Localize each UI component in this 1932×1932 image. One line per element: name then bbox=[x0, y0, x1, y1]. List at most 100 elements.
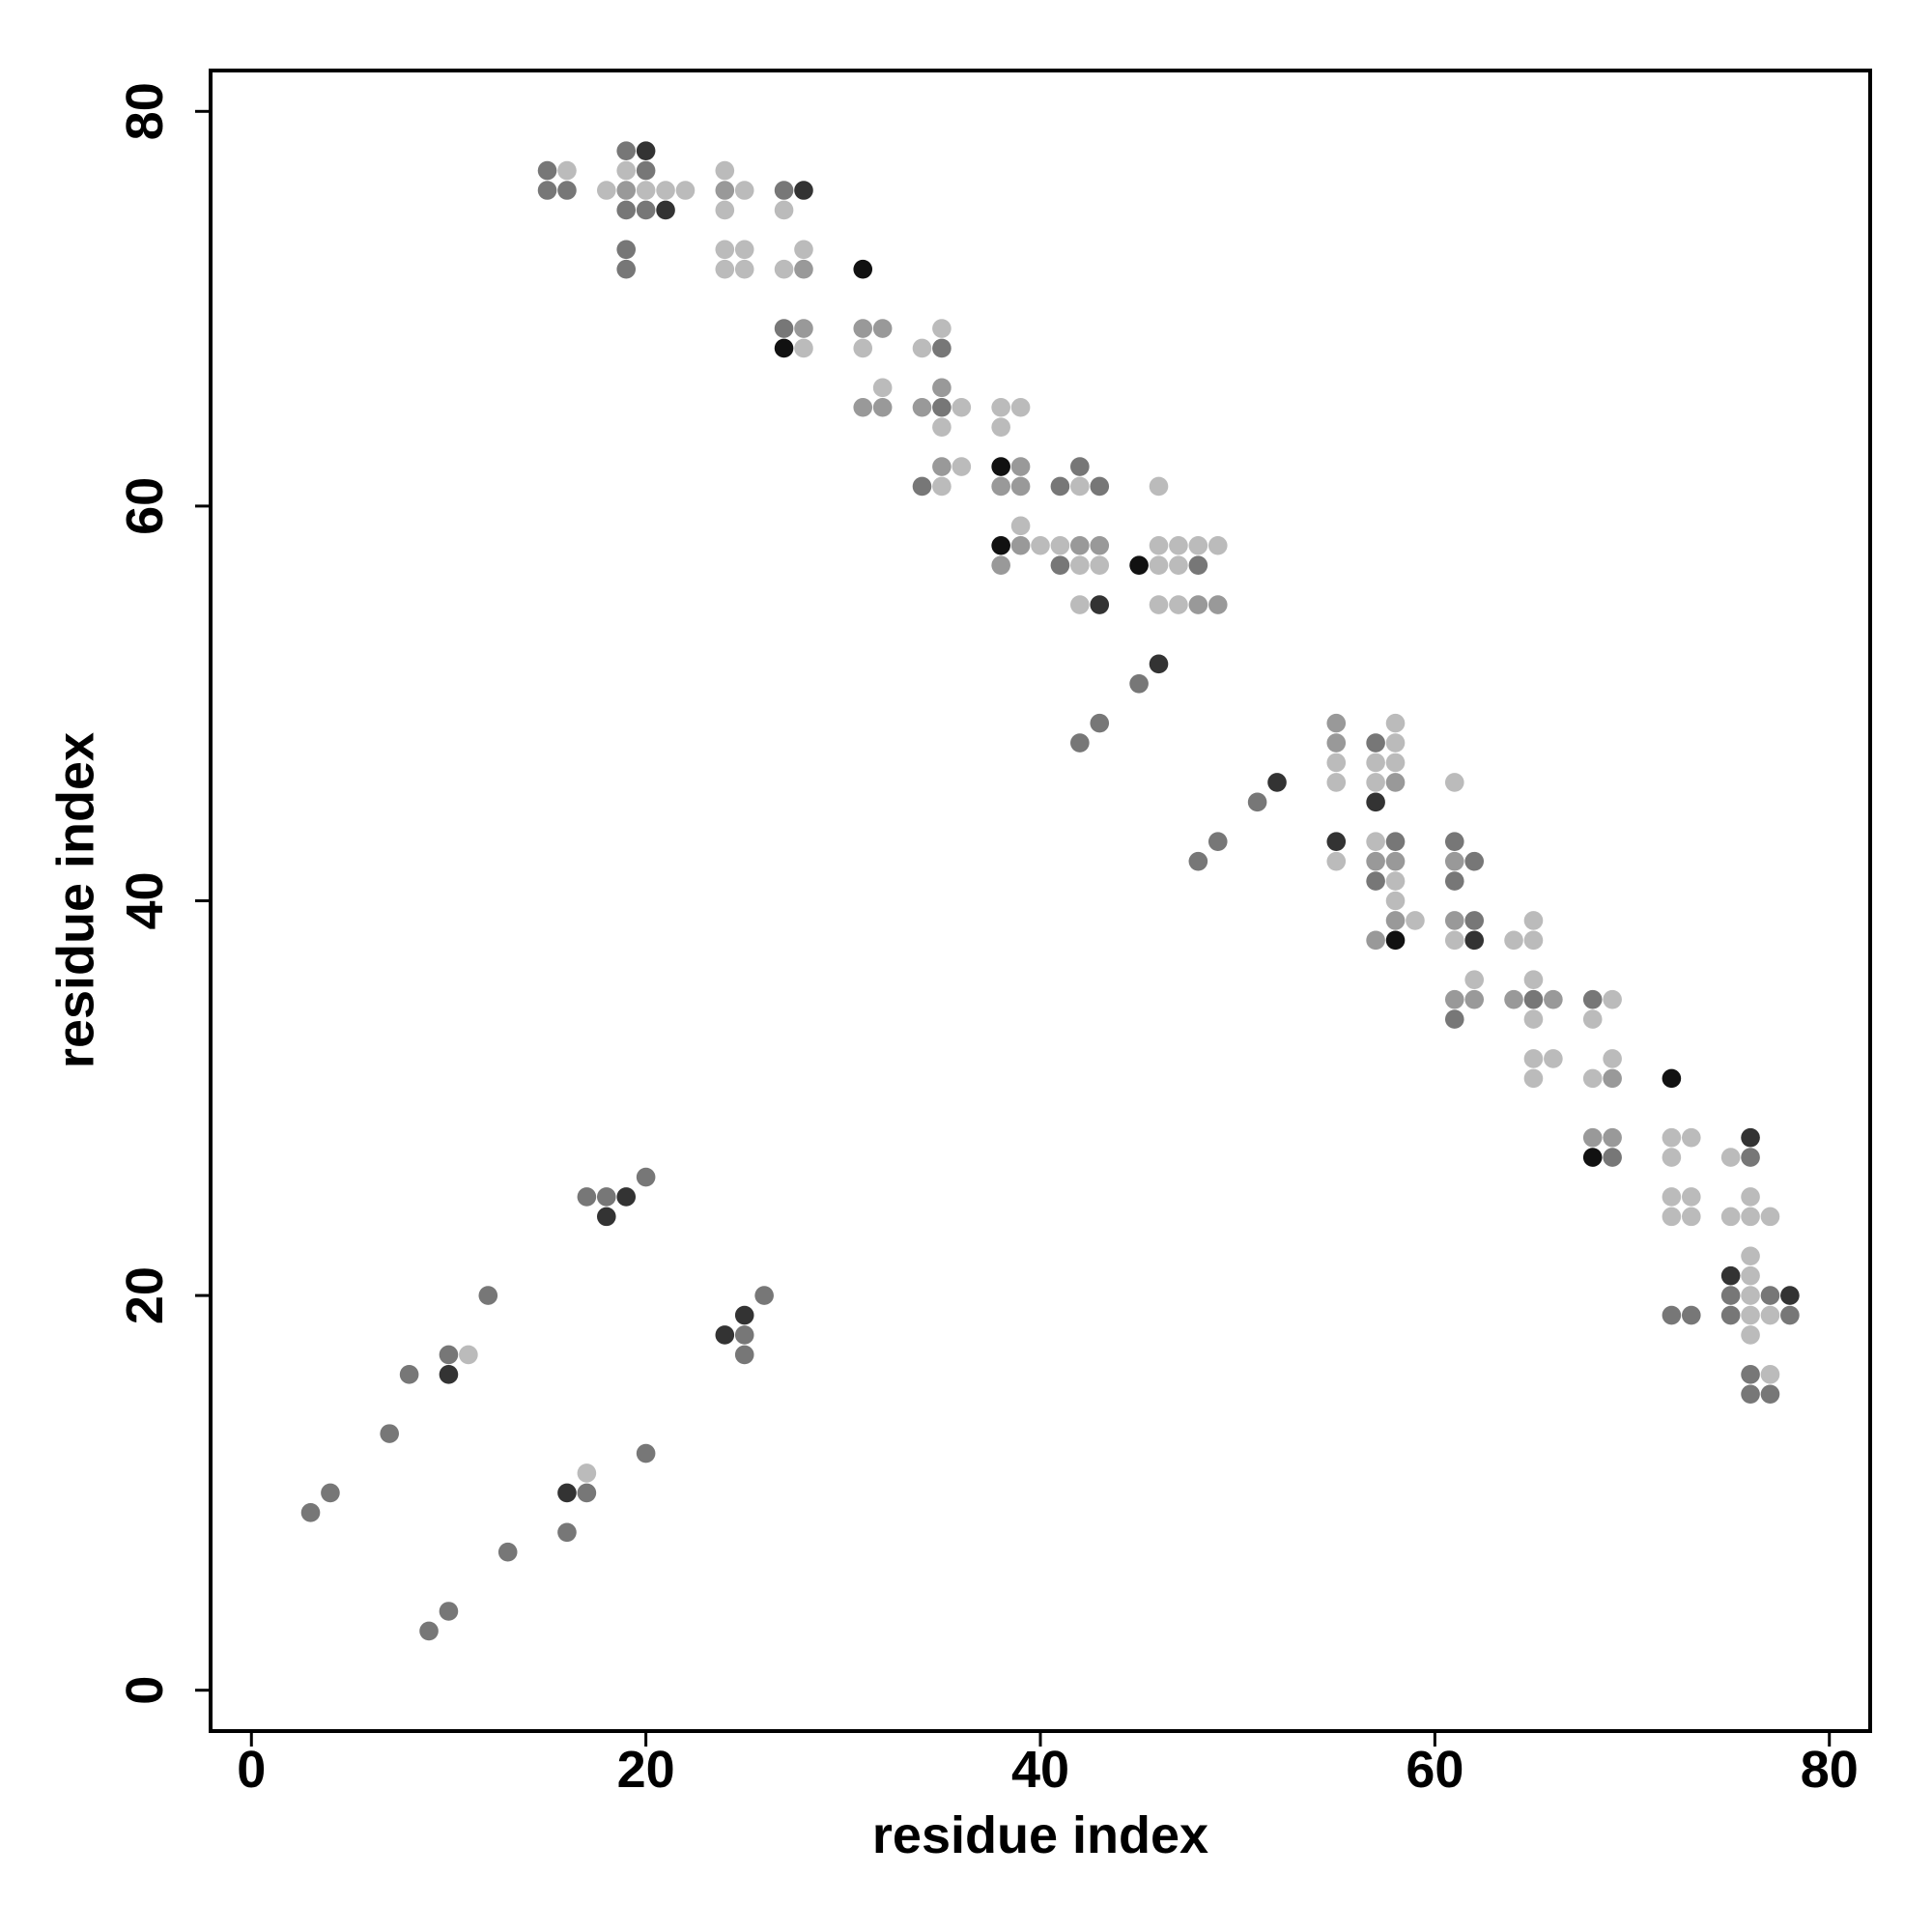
point bbox=[616, 181, 637, 200]
point bbox=[1070, 476, 1090, 497]
point bbox=[1741, 1246, 1760, 1266]
point bbox=[734, 240, 754, 260]
y-tick-label: 60 bbox=[116, 477, 174, 535]
point bbox=[1070, 733, 1090, 753]
point bbox=[872, 319, 893, 338]
point bbox=[1406, 911, 1425, 930]
point bbox=[1544, 1049, 1563, 1068]
point bbox=[1010, 397, 1031, 417]
point bbox=[1741, 1207, 1760, 1227]
point bbox=[715, 160, 735, 181]
point bbox=[1090, 476, 1110, 497]
point bbox=[853, 397, 873, 417]
point bbox=[1523, 1068, 1544, 1089]
point bbox=[991, 397, 1010, 417]
x-axis-label: residue index bbox=[872, 1806, 1208, 1864]
point bbox=[853, 259, 873, 279]
point bbox=[321, 1483, 340, 1503]
point bbox=[1188, 535, 1208, 555]
point bbox=[794, 181, 813, 200]
point bbox=[1366, 832, 1385, 852]
point bbox=[1208, 595, 1228, 614]
point bbox=[1385, 930, 1406, 951]
point bbox=[1366, 773, 1385, 792]
point bbox=[1149, 654, 1169, 674]
point bbox=[300, 1503, 321, 1522]
point bbox=[1444, 911, 1464, 930]
point bbox=[734, 181, 754, 200]
point bbox=[1444, 930, 1464, 951]
point bbox=[1385, 713, 1406, 733]
point bbox=[1523, 1049, 1544, 1068]
point bbox=[1188, 595, 1208, 614]
point bbox=[557, 1522, 577, 1543]
point bbox=[912, 397, 932, 417]
point bbox=[616, 1187, 637, 1207]
point bbox=[1523, 1009, 1544, 1029]
point bbox=[1188, 851, 1208, 871]
point bbox=[734, 1345, 754, 1365]
point bbox=[1662, 1187, 1682, 1207]
point bbox=[1247, 792, 1267, 812]
point bbox=[616, 141, 637, 160]
point bbox=[952, 457, 972, 476]
point bbox=[537, 160, 557, 181]
point bbox=[1010, 516, 1031, 536]
point bbox=[715, 200, 735, 220]
point bbox=[1444, 773, 1464, 792]
point bbox=[1741, 1148, 1760, 1167]
x-tick-label: 0 bbox=[237, 1741, 266, 1799]
point bbox=[1464, 970, 1485, 990]
point bbox=[1682, 1187, 1701, 1207]
point bbox=[1741, 1384, 1760, 1405]
point bbox=[1385, 773, 1406, 792]
point bbox=[1741, 1187, 1760, 1207]
point bbox=[497, 1542, 518, 1562]
point bbox=[872, 397, 893, 417]
point bbox=[991, 417, 1010, 437]
point bbox=[1326, 733, 1347, 753]
point bbox=[1603, 1049, 1622, 1068]
point bbox=[715, 1325, 735, 1345]
point bbox=[932, 319, 952, 338]
point bbox=[1208, 535, 1228, 555]
point bbox=[774, 319, 794, 338]
point bbox=[932, 476, 952, 497]
point bbox=[1720, 1148, 1741, 1167]
point bbox=[991, 457, 1010, 476]
point bbox=[1582, 1127, 1603, 1148]
point bbox=[439, 1345, 459, 1365]
point bbox=[715, 259, 735, 279]
point bbox=[1582, 1009, 1603, 1029]
point bbox=[1149, 476, 1169, 497]
point bbox=[1050, 535, 1070, 555]
point bbox=[794, 240, 813, 260]
point bbox=[636, 1167, 656, 1187]
point bbox=[1682, 1127, 1701, 1148]
point bbox=[912, 338, 932, 358]
point bbox=[577, 1483, 597, 1503]
point bbox=[439, 1365, 459, 1384]
point bbox=[596, 1187, 616, 1207]
point bbox=[1070, 457, 1090, 476]
point bbox=[794, 319, 813, 338]
point bbox=[596, 181, 616, 200]
x-tick-label: 20 bbox=[617, 1741, 675, 1799]
point bbox=[1464, 989, 1485, 1009]
point bbox=[596, 1207, 616, 1227]
point bbox=[1188, 555, 1208, 575]
point bbox=[1366, 733, 1385, 753]
point bbox=[636, 160, 656, 181]
point bbox=[656, 200, 675, 220]
point bbox=[1741, 1365, 1760, 1384]
point bbox=[1504, 930, 1523, 951]
point bbox=[1682, 1305, 1701, 1325]
point bbox=[616, 160, 637, 181]
point bbox=[1090, 555, 1110, 575]
point bbox=[656, 181, 675, 200]
point bbox=[636, 200, 656, 220]
point bbox=[1366, 930, 1385, 951]
point bbox=[1603, 989, 1622, 1009]
point bbox=[774, 338, 794, 358]
